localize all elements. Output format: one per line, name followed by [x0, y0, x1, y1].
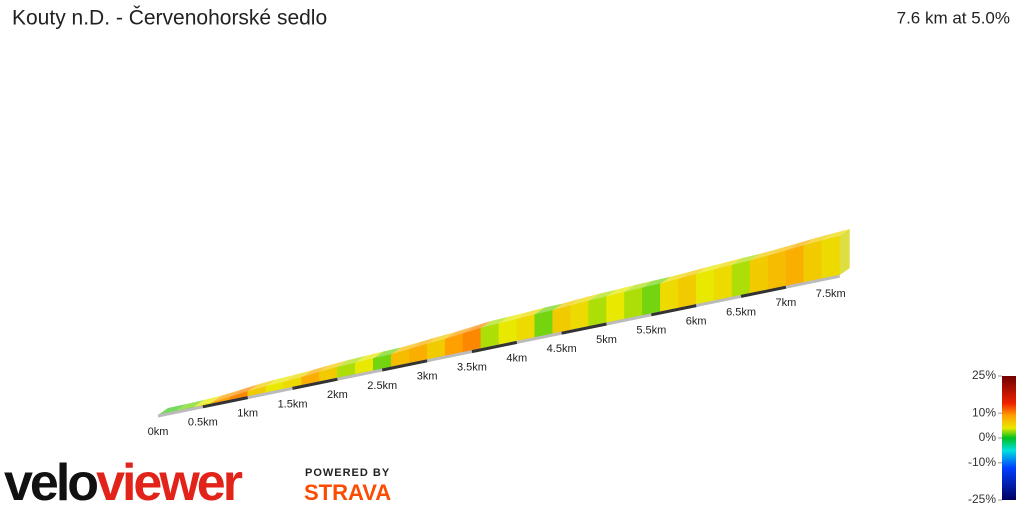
axis-band	[292, 377, 338, 390]
x-tick-label: 4.5km	[547, 343, 577, 355]
segment-top	[319, 360, 348, 373]
axis-band	[561, 322, 607, 335]
segment-top	[660, 272, 689, 284]
segment-top	[624, 280, 653, 293]
segment	[552, 305, 571, 335]
colorbar-label: -10%	[968, 455, 996, 469]
end-face	[839, 228, 850, 276]
x-tick-label: 0km	[148, 426, 169, 438]
segment-top	[283, 370, 312, 383]
colorbar-label: 0%	[979, 430, 997, 444]
segment	[624, 287, 643, 320]
segment-top	[588, 289, 617, 301]
segment-top	[534, 303, 563, 315]
x-tick-label: 5km	[596, 334, 617, 346]
segment-top	[785, 238, 814, 251]
x-tick-label: 7km	[776, 297, 797, 309]
segment-top	[821, 228, 850, 241]
segment-top	[337, 355, 366, 368]
segment	[606, 291, 625, 324]
segment	[821, 235, 840, 280]
segment-top	[642, 276, 671, 288]
segment	[749, 255, 769, 294]
chart-title: Kouty n.D. - Červenohorské sedlo	[12, 7, 327, 30]
segment-top	[732, 253, 761, 266]
colorbar-label: 10%	[972, 405, 996, 419]
segment-top	[175, 400, 204, 412]
axis-band	[202, 396, 249, 409]
segment-top	[462, 320, 491, 334]
x-tick-label: 5.5km	[636, 325, 666, 337]
segment-top	[570, 293, 599, 306]
segment-top	[606, 285, 635, 297]
segment	[660, 278, 679, 313]
segment-top	[498, 312, 527, 324]
segment-top	[193, 395, 222, 408]
segment-top	[696, 262, 725, 275]
chart-subtitle: 7.6 km at 5.0%	[897, 8, 1010, 27]
segment	[803, 240, 823, 283]
axis-band	[381, 359, 428, 372]
segment-top	[516, 307, 545, 320]
segment-top	[552, 298, 581, 311]
segment-top	[445, 326, 473, 340]
x-tick-label: 7.5km	[816, 288, 846, 300]
segment	[642, 283, 661, 316]
segment	[570, 300, 589, 331]
segment-top	[427, 332, 456, 344]
logo-part: viewer	[96, 454, 243, 512]
segment-top	[247, 379, 276, 392]
x-tick-label: 1km	[237, 408, 258, 420]
segment-top	[750, 248, 778, 261]
x-tick-label: 6km	[686, 316, 707, 328]
logo: veloviewer	[4, 454, 243, 512]
x-tick-label: 3km	[417, 371, 438, 383]
segment	[498, 318, 518, 346]
axis-band	[471, 340, 518, 354]
segment-top	[767, 243, 796, 256]
x-tick-label: 3.5km	[457, 362, 487, 374]
x-tick-label: 2.5km	[367, 380, 397, 392]
segment-top	[714, 258, 743, 270]
segment-top	[373, 347, 402, 359]
powered-by: POWERED BY	[305, 467, 390, 479]
x-tick-label: 1.5km	[278, 398, 308, 410]
segment-top	[229, 384, 258, 398]
segment	[480, 323, 500, 350]
segment-top	[158, 404, 186, 415]
x-tick-label: 0.5km	[188, 417, 218, 429]
segment	[678, 273, 697, 309]
logo-part: velo	[4, 454, 97, 512]
segment-top	[480, 316, 509, 328]
segment-top	[391, 342, 420, 355]
axis-band	[651, 304, 697, 317]
colorbar-label: -25%	[968, 492, 996, 506]
x-tick-label: 2km	[327, 389, 348, 401]
segment	[767, 250, 787, 291]
segment	[588, 296, 607, 327]
segment	[534, 310, 553, 339]
segment-top	[265, 375, 294, 387]
x-tick-label: 4km	[506, 352, 527, 364]
strava-logo: STRAVA	[304, 480, 391, 505]
axis-band	[740, 285, 787, 298]
segment	[516, 314, 535, 342]
segment	[731, 260, 751, 298]
segment-top	[678, 267, 707, 280]
colorbar-label: 25%	[972, 368, 996, 382]
segment	[785, 245, 805, 287]
colorbar	[1002, 376, 1016, 500]
segment	[695, 269, 715, 305]
x-tick-label: 6.5km	[726, 306, 756, 318]
segment-top	[211, 390, 240, 403]
segment-top	[409, 337, 438, 350]
segment-top	[355, 351, 384, 363]
segment-top	[301, 365, 330, 378]
segment	[713, 264, 733, 302]
segment-top	[803, 233, 832, 246]
